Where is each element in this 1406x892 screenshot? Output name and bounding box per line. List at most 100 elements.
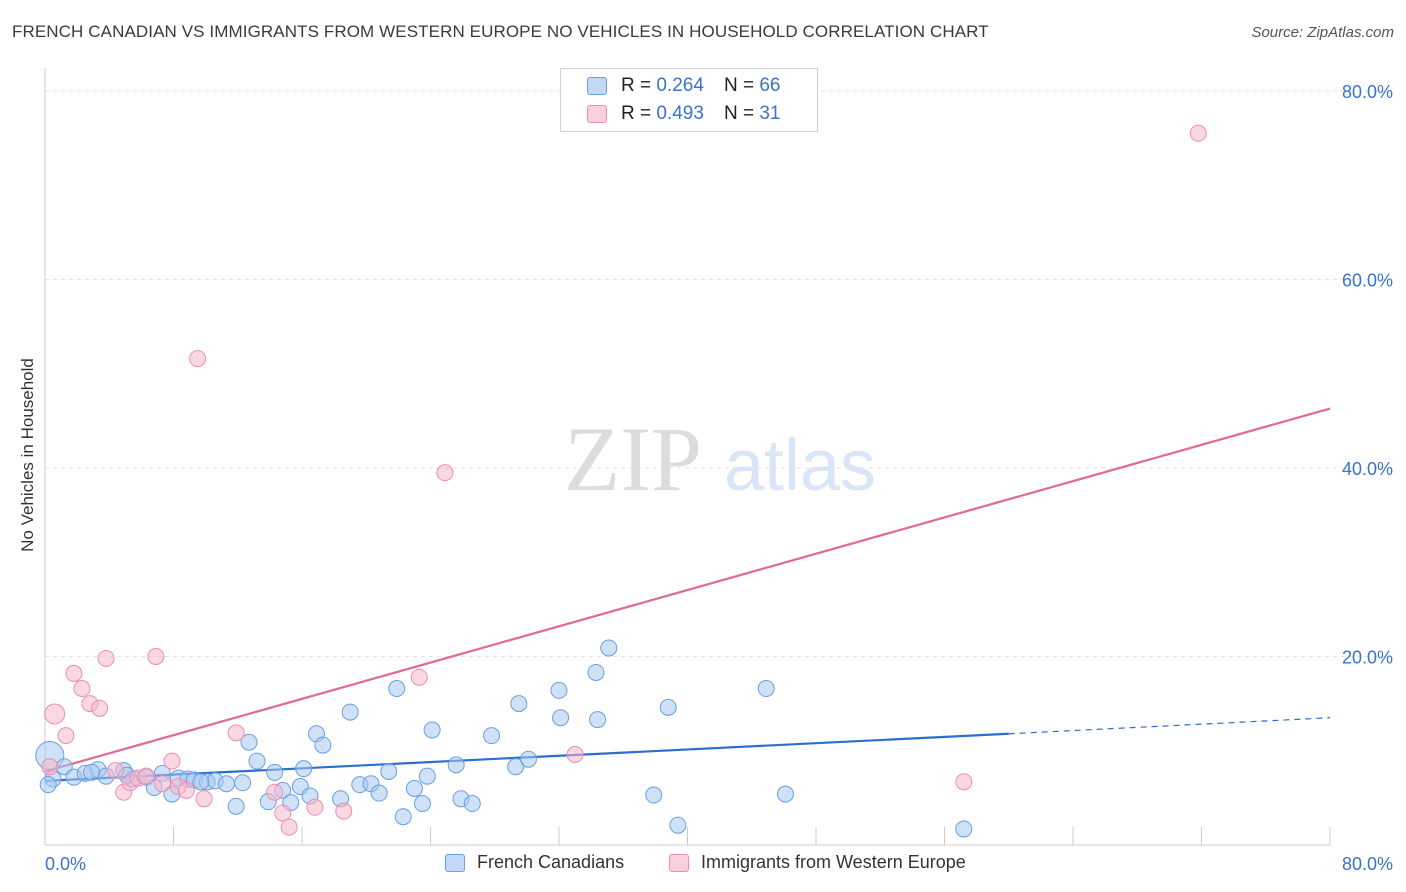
y-tick-label: 40.0% <box>1342 459 1393 479</box>
source-label: Source: ZipAtlas.com <box>1251 24 1394 41</box>
point-french-canadians <box>447 756 465 774</box>
tick-labels: 20.0% 40.0% 60.0% 80.0% 0.0% 80.0% <box>45 82 1393 874</box>
legend-r-label: R = <box>621 103 652 124</box>
point-french-canadians <box>659 698 677 716</box>
point-french-canadians <box>240 733 258 751</box>
point-immigrants <box>153 775 171 793</box>
point-immigrants <box>91 699 109 717</box>
trend-line-extension <box>1008 717 1331 735</box>
point-french-canadians <box>463 795 481 813</box>
point-french-canadians <box>192 773 210 791</box>
point-immigrants <box>1189 124 1207 142</box>
point-french-canadians <box>394 808 412 826</box>
point-immigrants <box>107 762 125 780</box>
point-french-canadians <box>341 703 359 721</box>
point-immigrants <box>65 664 83 682</box>
point-immigrants <box>195 790 213 808</box>
y-tick-label: 20.0% <box>1342 647 1393 667</box>
point-immigrants <box>566 746 584 764</box>
point-french-canadians <box>645 786 663 804</box>
point-immigrants <box>266 783 284 801</box>
point-french-canadians <box>776 785 794 803</box>
legend-n-label: N = <box>723 103 755 124</box>
legend-r-label: R = <box>621 75 652 96</box>
point-french-canadians <box>39 776 57 794</box>
point-french-canadians <box>295 760 313 778</box>
series-swatch-blue <box>445 853 465 872</box>
point-french-canadians <box>83 763 101 781</box>
legend-n-value: 31 <box>759 103 781 124</box>
point-immigrants <box>147 647 165 665</box>
watermark-zip: ZIP <box>564 408 702 510</box>
x-tick-label: 0.0% <box>45 854 86 874</box>
point-french-canadians <box>234 774 252 792</box>
legend-swatch-blue <box>587 77 607 95</box>
point-immigrants <box>41 758 59 776</box>
point-french-canadians <box>550 681 568 699</box>
legend-row-french-canadians: R = 0.264 N = 66 <box>587 74 780 98</box>
series-name: Immigrants from Western Europe <box>701 852 966 872</box>
point-french-canadians <box>483 727 501 745</box>
point-immigrants <box>73 680 91 698</box>
x-tick-label: 80.0% <box>1342 854 1393 874</box>
point-french-canadians <box>405 779 423 797</box>
point-french-canadians <box>507 758 525 776</box>
series-legend-french-canadians: French Canadians <box>445 852 624 873</box>
point-french-canadians <box>413 795 431 813</box>
point-french-canadians <box>423 721 441 739</box>
series-swatch-pink <box>669 853 689 872</box>
point-french-canadians <box>589 711 607 729</box>
legend-r-value: 0.264 <box>656 75 704 96</box>
chart-title: FRENCH CANADIAN VS IMMIGRANTS FROM WESTE… <box>12 22 989 41</box>
data-points <box>35 124 1207 838</box>
point-french-canadians <box>669 816 687 834</box>
point-french-canadians <box>757 680 775 698</box>
point-immigrants <box>177 781 195 799</box>
point-immigrants <box>274 804 292 822</box>
point-french-canadians <box>266 763 284 781</box>
legend-r-value: 0.493 <box>656 103 704 124</box>
point-immigrants <box>410 668 428 686</box>
point-french-canadians <box>314 736 332 754</box>
series-legend-immigrants: Immigrants from Western Europe <box>669 852 966 873</box>
watermark: ZIP atlas <box>564 408 876 510</box>
point-french-canadians <box>519 750 537 768</box>
point-french-canadians <box>227 797 245 815</box>
point-french-canadians <box>552 709 570 727</box>
legend-n-value: 66 <box>759 75 781 96</box>
stats-legend: R = 0.264 N = 66 R = 0.493 N = 31 <box>560 68 818 132</box>
trend-line-immigrants <box>44 407 1331 773</box>
series-name: French Canadians <box>477 852 625 872</box>
point-french-canadians <box>388 680 406 698</box>
y-axis-label: No Vehicles in Household <box>18 358 37 552</box>
gridlines <box>45 90 1392 657</box>
point-french-canadians <box>248 752 266 770</box>
point-immigrants <box>227 724 245 742</box>
y-tick-label: 60.0% <box>1342 270 1393 290</box>
legend-n-label: N = <box>723 75 755 96</box>
point-french-canadians <box>418 767 436 785</box>
point-immigrants <box>955 773 973 791</box>
point-immigrants <box>97 649 115 667</box>
point-immigrants <box>57 727 75 745</box>
point-immigrants <box>280 818 298 836</box>
point-french-canadians <box>600 639 618 657</box>
point-french-canadians <box>370 784 388 802</box>
point-immigrants <box>189 350 207 368</box>
point-french-canadians <box>218 775 236 793</box>
point-immigrants <box>44 703 66 725</box>
point-immigrants <box>137 767 155 785</box>
point-french-canadians <box>955 820 973 838</box>
point-immigrants <box>436 464 454 482</box>
legend-row-immigrants: R = 0.493 N = 31 <box>587 102 780 126</box>
point-immigrants <box>335 802 353 820</box>
point-french-canadians <box>587 663 605 681</box>
watermark-atlas: atlas <box>724 426 876 506</box>
point-immigrants <box>306 798 324 816</box>
point-french-canadians <box>510 695 528 713</box>
y-tick-label: 80.0% <box>1342 82 1393 102</box>
point-french-canadians <box>380 762 398 780</box>
point-immigrants <box>163 752 181 770</box>
legend-swatch-pink <box>587 105 607 123</box>
